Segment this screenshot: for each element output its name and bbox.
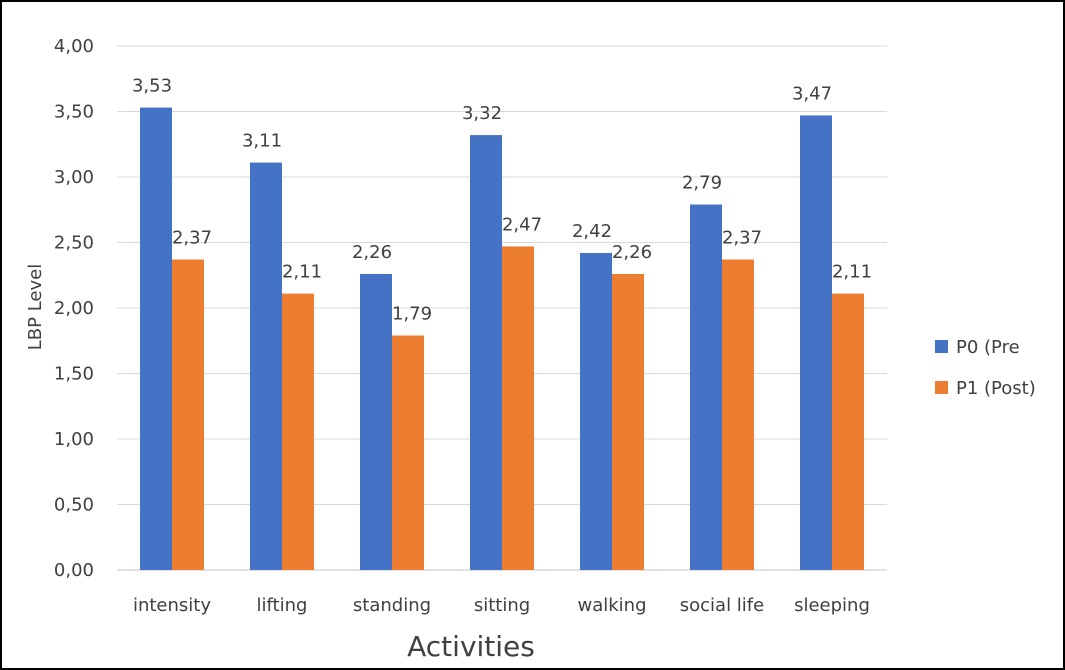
data-label: 2,37 — [722, 228, 762, 249]
x-tick-labels: intensity lifting standing sitting walking so… — [133, 595, 870, 616]
x-tick-label: intensity — [133, 595, 211, 616]
bar-p1-standing — [392, 335, 424, 570]
legend-swatch — [935, 340, 948, 353]
data-label: 3,32 — [462, 103, 502, 124]
y-tick-label: 0,50 — [54, 495, 94, 516]
data-label: 2,79 — [682, 173, 722, 194]
y-tick-label: 1,50 — [54, 364, 94, 385]
bar-p0-lifting — [250, 162, 282, 570]
data-label: 2,47 — [502, 214, 542, 235]
data-label: 2,11 — [832, 262, 872, 283]
y-tick-label: 4,00 — [54, 36, 94, 57]
bar-p1-intensity — [172, 259, 204, 570]
data-label: 3,47 — [792, 83, 832, 104]
data-label: 1,79 — [392, 304, 432, 325]
bar-p0-intensity — [140, 107, 172, 570]
legend-label: P0 (Pre — [956, 337, 1020, 358]
legend-swatch — [935, 381, 948, 394]
data-label: 2,11 — [282, 262, 322, 283]
bar-p0-social-life — [690, 204, 722, 570]
bar-p1-social-life — [722, 259, 754, 570]
data-label: 3,53 — [132, 76, 172, 97]
y-tick-label: 1,00 — [54, 429, 94, 450]
data-labels: 3,532,373,112,112,261,793,322,47 2,422,26… — [132, 76, 872, 325]
y-tick-label: 0,00 — [54, 560, 94, 581]
y-tick-label: 3,00 — [54, 167, 94, 188]
bar-p0-sleeping — [800, 115, 832, 571]
x-tick-label: social life — [680, 595, 764, 616]
legend-label: P1 (Post) — [956, 378, 1036, 399]
x-tick-label: walking — [577, 595, 646, 616]
bar-p0-sitting — [470, 135, 502, 570]
x-tick-label: sleeping — [794, 595, 870, 616]
data-label: 2,26 — [352, 242, 392, 263]
bars — [140, 107, 864, 571]
bar-p0-walking — [580, 252, 612, 571]
x-axis-title: Activities — [407, 630, 535, 663]
y-tick-label: 2,00 — [54, 298, 94, 319]
bar-p1-walking — [612, 273, 644, 570]
y-axis-title: LBP Level — [25, 264, 46, 350]
y-tick-labels: 0,00 0,50 1,00 1,50 2,00 2,50 3,00 3,50 4,00 — [54, 36, 94, 581]
bar-p1-lifting — [282, 293, 314, 570]
y-tick-label: 2,50 — [54, 233, 94, 254]
data-label: 3,11 — [242, 131, 282, 152]
data-label: 2,37 — [172, 228, 212, 249]
bar-p1-sleeping — [832, 293, 864, 570]
x-tick-label: lifting — [257, 595, 308, 616]
legend: P0 (Pre P1 (Post) — [935, 337, 1036, 399]
data-label: 2,42 — [572, 221, 612, 242]
y-tick-label: 3,50 — [54, 102, 94, 123]
bar-p1-sitting — [502, 246, 534, 570]
x-tick-label: sitting — [474, 595, 530, 616]
x-tick-label: standing — [353, 595, 431, 616]
data-label: 2,26 — [612, 242, 652, 263]
bar-p0-standing — [360, 273, 392, 570]
